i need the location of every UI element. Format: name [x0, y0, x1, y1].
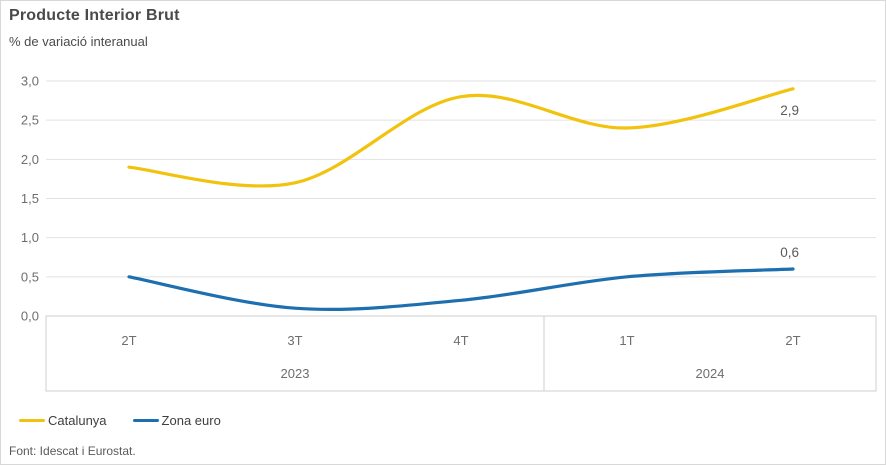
series-line-catalunya	[127, 87, 795, 188]
gdp-line-chart: 0,0 0,5 1,0 1,5 2,0 2,5 3,0 2023 2024 2T 3T 4T 1T 2T 2…	[21, 74, 877, 392]
y-tick-label: 1,0	[21, 230, 39, 245]
y-tick-label: 2,0	[21, 152, 39, 167]
x-axis-box	[45, 315, 877, 392]
series-line-zona-euro	[127, 267, 795, 311]
legend-label: Zona euro	[161, 413, 221, 428]
quarter-label: 3T	[287, 333, 302, 348]
y-tick-label: 0,5	[21, 269, 39, 284]
year-label: 2024	[696, 366, 725, 381]
chart-legend: Catalunya Zona euro	[19, 413, 221, 428]
y-tick-label: 2,5	[21, 113, 39, 128]
year-label: 2023	[281, 366, 310, 381]
quarter-label: 4T	[453, 333, 468, 348]
y-tick-label: 0,0	[21, 309, 39, 324]
quarter-label: 2T	[785, 333, 800, 348]
legend-item-zona-euro: Zona euro	[132, 413, 221, 428]
y-tick-label: 1,5	[21, 191, 39, 206]
y-tick-label: 3,0	[21, 74, 39, 89]
quarter-label: 2T	[121, 333, 136, 348]
source-note: Font: Idescat i Eurostat.	[9, 444, 136, 458]
series-end-label: 0,6	[780, 245, 799, 260]
legend-label: Catalunya	[48, 413, 107, 428]
quarter-label: 1T	[619, 333, 634, 348]
series-end-label: 2,9	[780, 103, 799, 118]
chart-subtitle: % de variació interanual	[9, 34, 148, 49]
page-title: Producte Interior Brut	[9, 7, 180, 24]
legend-swatch-catalunya	[19, 419, 45, 422]
legend-swatch-zona-euro	[132, 419, 159, 422]
legend-item-catalunya: Catalunya	[19, 413, 107, 428]
